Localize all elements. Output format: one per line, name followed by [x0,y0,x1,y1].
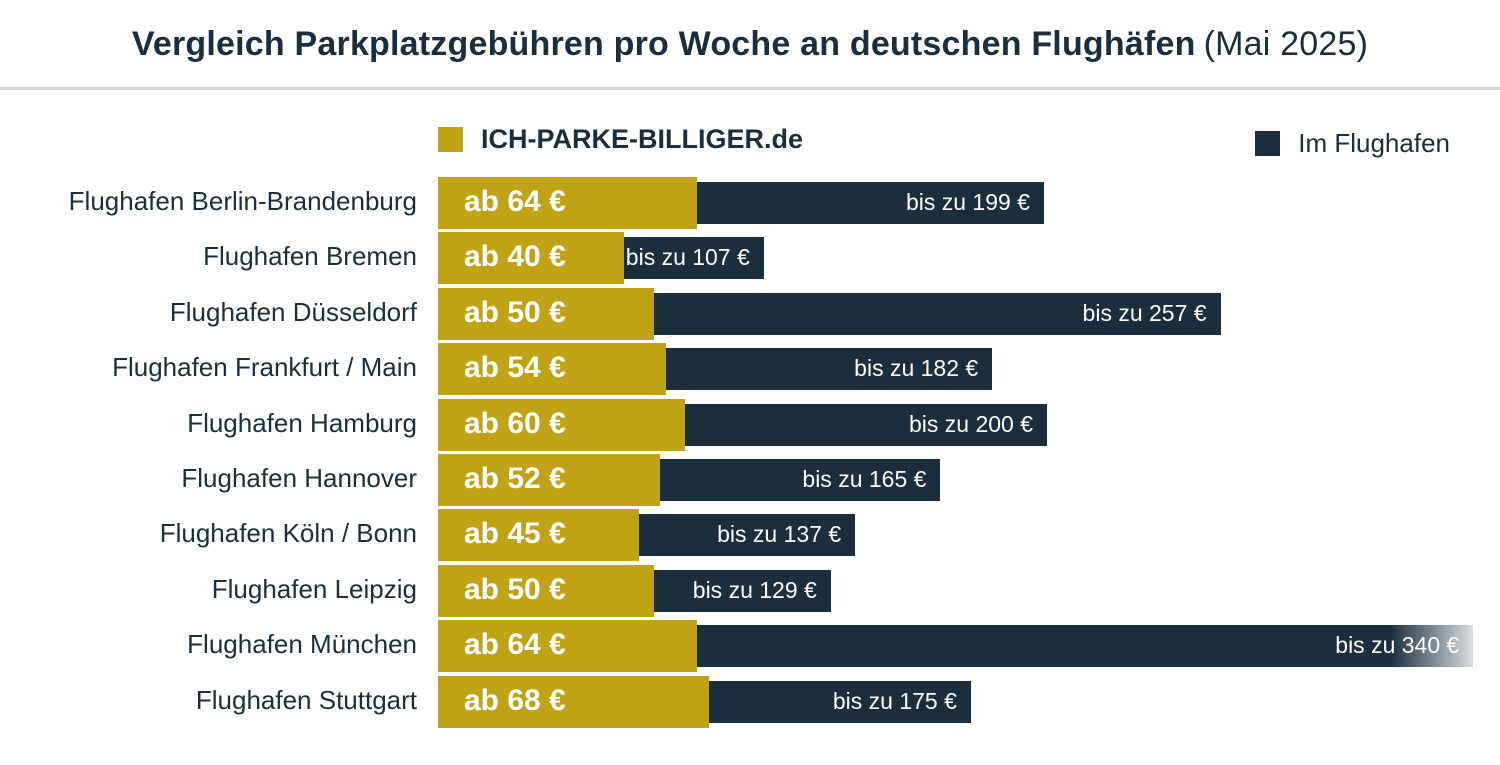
bar-provider [438,564,655,617]
title-divider [0,87,1500,90]
bar-provider [438,620,697,673]
bar-provider-label: ab 68 € [464,683,566,717]
bar-provider-label: ab 52 € [464,462,566,495]
legend-airport: Im Flughafen [1255,125,1450,161]
bar-provider-label: ab 64 € [464,185,566,218]
bar-airport-label: bis zu 137 € [717,521,842,548]
chart-title-sub: (Mai 2025) [1203,24,1369,63]
category-label: Flughafen Hannover [181,463,417,493]
category-label: Flughafen Hamburg [187,407,417,438]
bar-airport-label: bis zu 257 € [1082,299,1207,326]
category-label: Flughafen München [187,629,417,660]
category-label: Flughafen Köln / Bonn [159,518,417,549]
category-label: Flughafen Berlin-Brandenburg [68,186,417,216]
legend-provider: ICH-PARKE-BILLIGER.de [438,121,803,157]
chart-title-main: Vergleich Parkplatzgebühren pro Woche an… [131,24,1196,63]
bar-airport-label: bis zu 165 € [802,466,927,492]
bar-provider [438,232,624,285]
bar-provider [438,454,661,506]
bar-provider-label: ab 45 € [464,517,566,551]
bar-provider-label: ab 50 € [464,572,566,606]
bar-provider [438,509,640,562]
bar-provider-label: ab 50 € [464,295,566,329]
bar-provider [438,177,697,229]
bar-provider-label: ab 60 € [464,406,566,440]
bar-provider [438,398,685,451]
bar-provider-label: ab 64 € [464,628,566,662]
legend-provider-label: ICH-PARKE-BILLIGER.de [481,123,803,154]
bar-airport-label: bis zu 340 € [1335,632,1460,659]
category-label: Flughafen Stuttgart [195,684,417,715]
legend-airport-swatch [1255,130,1281,156]
bar-airport-label: bis zu 175 € [832,687,957,714]
chart-title-area: Vergleich Parkplatzgebühren pro Woche an… [0,0,1500,88]
bar-provider [438,287,655,340]
chart-title: Vergleich Parkplatzgebühren pro Woche an… [132,25,1368,64]
bar-provider-label: ab 54 € [464,351,566,385]
bar-provider [438,675,710,728]
bar-provider-label: ab 40 € [464,240,566,274]
bar-airport-label: bis zu 199 € [905,189,1030,215]
category-label: Flughafen Bremen [203,241,417,272]
bar-airport-label: bis zu 129 € [692,576,817,603]
bar-provider [438,343,667,396]
bar-airport-label: bis zu 107 € [625,244,750,271]
category-label: Flughafen Frankfurt / Main [112,352,417,383]
bar-airport-label: bis zu 200 € [908,410,1033,437]
category-label: Flughafen Düsseldorf [169,296,417,327]
bar-airport-label: bis zu 182 € [854,355,979,382]
legend-provider-swatch [438,126,463,152]
legend-airport-label: Im Flughafen [1298,127,1450,158]
category-label: Flughafen Leipzig [211,573,417,604]
